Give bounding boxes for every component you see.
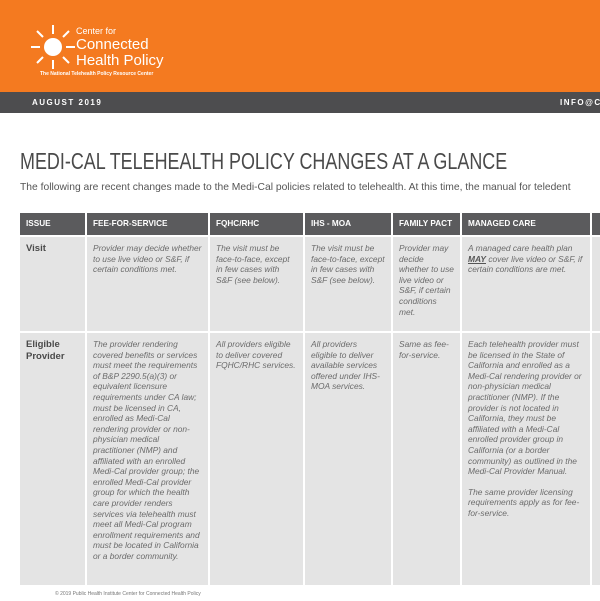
footer: © 2019 Public Health Institute Center fo…: [55, 591, 201, 597]
cell: A managed care health plan MAY cover liv…: [462, 237, 590, 331]
info-bar: AUGUST 2019 INFO@CC: [0, 92, 600, 113]
cell: Provider may decide whether to use live …: [393, 237, 460, 331]
column-header: FAMILY PACT: [393, 213, 460, 235]
cell: The visit must be face-to-face, except i…: [305, 237, 391, 331]
column-header: MANAGED CARE: [462, 213, 590, 235]
column-header: FEE-FOR-SERVICE: [87, 213, 208, 235]
logo-text: Health Policy: [76, 52, 164, 69]
subtitle: The following are recent changes made to…: [20, 182, 571, 193]
text: cover live video or S&F, if certain cond…: [468, 253, 583, 275]
cell: [592, 237, 600, 331]
paragraph: Each telehealth provider must be license…: [468, 339, 582, 477]
contact: INFO@CC: [560, 98, 600, 107]
cell: Same as fee-for-service.: [393, 333, 460, 585]
row-label: Eligible Provider: [20, 333, 85, 585]
date: AUGUST 2019: [32, 98, 103, 107]
column-header: ISSUE: [20, 213, 85, 235]
column-header: FQHC/RHC: [210, 213, 303, 235]
column-header: [592, 213, 600, 235]
emphasis: MAY: [468, 253, 486, 264]
logo-icon: [31, 25, 75, 69]
cell: The provider rendering covered benefits …: [87, 333, 208, 585]
text: A managed care health plan: [468, 243, 573, 253]
logo-tagline: The National Telehealth Policy Resource …: [40, 71, 154, 77]
cell: [592, 333, 600, 585]
logo-text: Center for: [76, 26, 117, 36]
paragraph: The same provider licensing requirements…: [468, 486, 580, 518]
logo-text: Connected: [76, 36, 149, 53]
cell: All providers eligible to deliver availa…: [305, 333, 391, 585]
row-label: Visit: [20, 237, 85, 331]
header-band: Center for Connected Health Policy The N…: [0, 0, 600, 92]
title: MEDI-CAL TELEHEALTH POLICY CHANGES AT A …: [20, 148, 508, 174]
cell: All providers eligible to deliver covere…: [210, 333, 303, 585]
cell: Provider may decide whether to use live …: [87, 237, 208, 331]
cell: The visit must be face-to-face, except i…: [210, 237, 303, 331]
cell: Each telehealth provider must be license…: [462, 333, 590, 585]
column-header: IHS - MOA: [305, 213, 391, 235]
